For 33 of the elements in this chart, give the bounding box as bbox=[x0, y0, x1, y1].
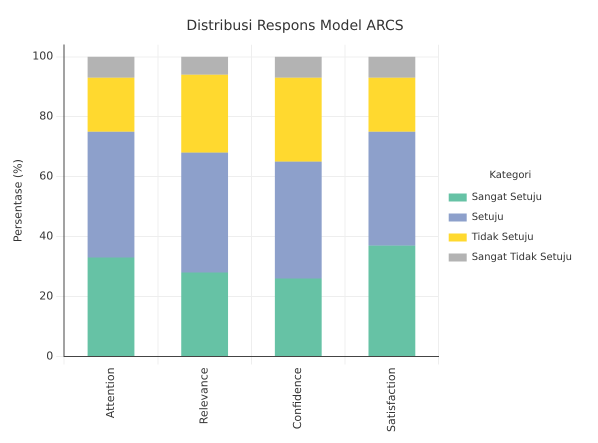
y-tick-label: 100 bbox=[32, 50, 54, 63]
bar bbox=[274, 56, 322, 78]
bar bbox=[274, 278, 322, 356]
x-tick-label: Satisfaction bbox=[384, 367, 398, 432]
bar bbox=[368, 246, 416, 356]
x-tick-label: Relevance bbox=[198, 367, 210, 424]
bar bbox=[368, 132, 416, 246]
chart-title: Distribusi Respons Model ARCS bbox=[186, 18, 404, 34]
bar bbox=[88, 78, 134, 132]
bar bbox=[181, 272, 228, 356]
y-tick-label: 60 bbox=[39, 170, 54, 183]
y-tick-label: 20 bbox=[39, 289, 54, 302]
bar bbox=[274, 162, 322, 279]
legend-title: Kategori bbox=[489, 170, 532, 182]
bar bbox=[88, 258, 134, 356]
bar bbox=[274, 78, 322, 162]
bar bbox=[88, 132, 134, 258]
legend-label: Sangat Tidak Setuju bbox=[472, 252, 572, 264]
bar bbox=[88, 56, 134, 78]
legend-label: Setuju bbox=[472, 212, 504, 224]
bar bbox=[181, 56, 228, 75]
bar bbox=[368, 78, 416, 132]
x-tick-label: Confidence bbox=[291, 367, 304, 430]
y-tick-label: 0 bbox=[46, 349, 54, 362]
legend-label: Tidak Setuju bbox=[470, 232, 534, 244]
bar bbox=[181, 74, 228, 153]
bar bbox=[181, 152, 228, 273]
y-tick-label: 40 bbox=[39, 229, 54, 242]
y-axis-title: Persentase (%) bbox=[11, 159, 24, 242]
bar bbox=[368, 56, 416, 78]
x-tick-label: Attention bbox=[104, 367, 117, 418]
legend-label: Sangat Setuju bbox=[472, 192, 542, 204]
y-tick-label: 80 bbox=[39, 110, 54, 123]
